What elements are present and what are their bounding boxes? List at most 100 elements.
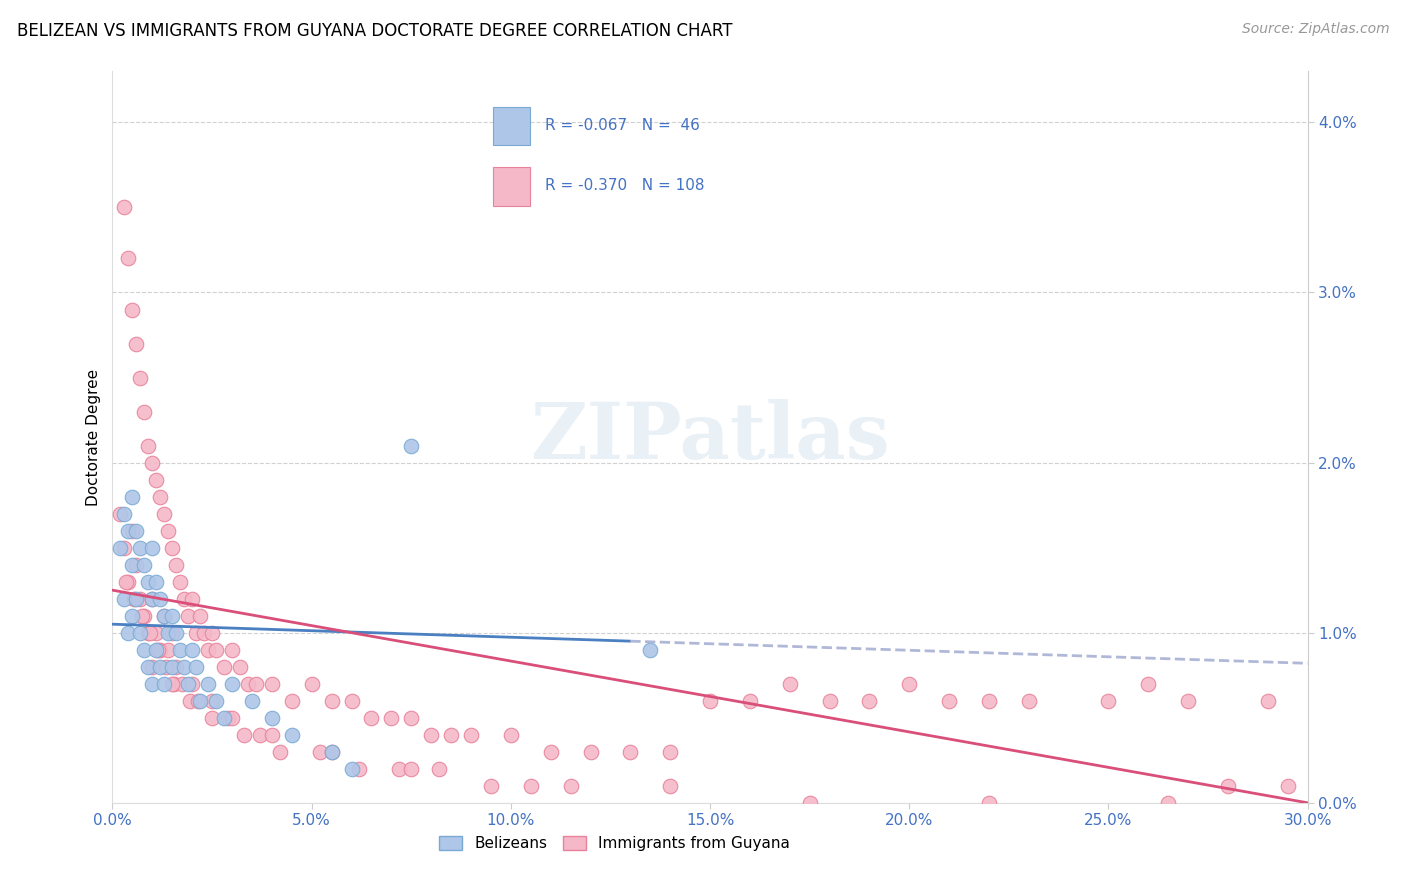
Point	[145, 625, 167, 640]
Point	[129, 591, 152, 606]
Point	[134, 642, 156, 657]
Point	[260, 677, 283, 691]
Point	[340, 694, 363, 708]
Point	[177, 677, 200, 691]
Point	[177, 608, 200, 623]
Point	[221, 677, 243, 691]
Point	[217, 711, 239, 725]
Point	[165, 625, 187, 640]
Point	[1177, 694, 1199, 708]
Point	[427, 762, 450, 776]
Point	[360, 711, 382, 725]
Point	[260, 711, 283, 725]
Point	[165, 558, 187, 572]
Point	[139, 625, 162, 640]
Point	[153, 608, 176, 623]
Point	[149, 642, 172, 657]
Point	[977, 796, 1000, 810]
Point	[818, 694, 841, 708]
Point	[121, 558, 143, 572]
Point	[321, 745, 343, 759]
Point	[162, 625, 183, 640]
Point	[520, 779, 543, 793]
Point	[499, 728, 522, 742]
Point	[301, 677, 323, 691]
Point	[186, 659, 208, 673]
Point	[205, 694, 228, 708]
Point	[640, 642, 662, 657]
Point	[699, 694, 721, 708]
Y-axis label: Doctorate Degree: Doctorate Degree	[86, 368, 101, 506]
Point	[938, 694, 960, 708]
Point	[173, 591, 195, 606]
Point	[221, 711, 243, 725]
Point	[340, 762, 363, 776]
Point	[205, 642, 228, 657]
Point	[240, 694, 263, 708]
Point	[579, 745, 602, 759]
Point	[114, 507, 135, 521]
Point	[149, 490, 172, 504]
Point	[401, 439, 423, 453]
Point	[181, 642, 204, 657]
Point	[153, 677, 176, 691]
Point	[560, 779, 582, 793]
Point	[245, 677, 267, 691]
Point	[173, 659, 195, 673]
Point	[141, 591, 163, 606]
Point	[148, 642, 170, 657]
Point	[540, 745, 562, 759]
Point	[401, 711, 423, 725]
Point	[149, 591, 172, 606]
Point	[162, 677, 183, 691]
Point	[114, 591, 135, 606]
Point	[181, 591, 204, 606]
Point	[162, 659, 183, 673]
Point	[1257, 694, 1279, 708]
Point	[738, 694, 761, 708]
Point	[1097, 694, 1119, 708]
Point	[281, 728, 304, 742]
Point	[269, 745, 291, 759]
Point	[162, 608, 183, 623]
Point	[321, 694, 343, 708]
Point	[179, 694, 201, 708]
Point	[401, 762, 423, 776]
Point	[117, 574, 139, 589]
Point	[162, 541, 183, 555]
Point	[479, 779, 502, 793]
Point	[1157, 796, 1180, 810]
Point	[157, 642, 180, 657]
Point	[165, 659, 187, 673]
Point	[460, 728, 482, 742]
Point	[117, 524, 139, 538]
Point	[117, 252, 139, 266]
Point	[145, 574, 167, 589]
Point	[149, 659, 172, 673]
Point	[145, 473, 167, 487]
Point	[201, 711, 224, 725]
Point	[619, 745, 641, 759]
Point	[181, 677, 204, 691]
Point	[898, 677, 921, 691]
Point	[281, 694, 304, 708]
Point	[125, 558, 148, 572]
Point	[110, 541, 132, 555]
Point	[659, 745, 682, 759]
Point	[197, 677, 219, 691]
Point	[321, 745, 343, 759]
Point	[138, 574, 160, 589]
Point	[114, 541, 135, 555]
Point	[1277, 779, 1299, 793]
Point	[121, 302, 143, 317]
Point	[141, 591, 163, 606]
Point	[420, 728, 443, 742]
Point	[186, 625, 208, 640]
Point	[110, 507, 132, 521]
Point	[349, 762, 371, 776]
Point	[229, 659, 252, 673]
Point	[308, 745, 330, 759]
Point	[129, 541, 152, 555]
Point	[858, 694, 880, 708]
Point	[233, 728, 256, 742]
